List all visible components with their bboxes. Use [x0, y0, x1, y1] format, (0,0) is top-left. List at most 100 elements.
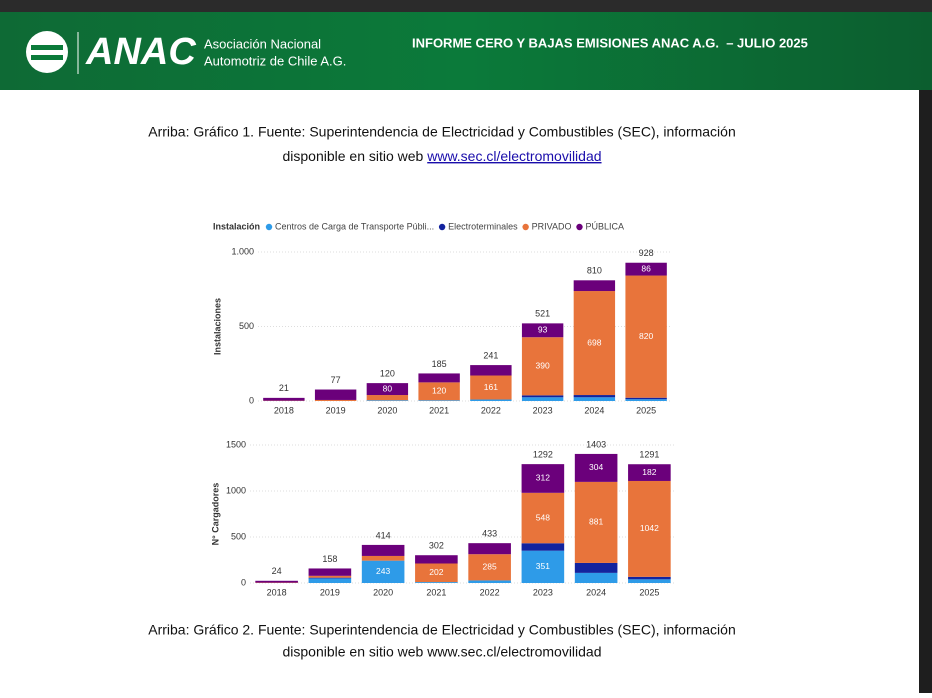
x-tick-label: 2019: [326, 405, 346, 415]
bar-segment: [522, 397, 563, 401]
total-label: 433: [482, 529, 497, 539]
total-label: 810: [587, 266, 602, 276]
bar-segment: [628, 579, 671, 583]
data-label: 881: [589, 517, 603, 527]
right-edge: [919, 90, 932, 693]
bar-segment: [418, 400, 459, 401]
total-label: 302: [429, 541, 444, 551]
data-label: 243: [376, 566, 390, 576]
y-axis-label: Instalaciones: [212, 298, 222, 355]
x-tick-label: 2018: [267, 587, 287, 597]
x-tick-label: 2020: [373, 587, 393, 597]
total-label: 521: [535, 309, 550, 319]
x-tick-label: 2022: [480, 587, 500, 597]
bar-segment: [468, 580, 511, 583]
bar-segment: [415, 555, 458, 563]
caption: Arriba: Gráfico 2. Fuente: Superintenden…: [148, 622, 736, 638]
y-tick-label: 500: [239, 321, 254, 331]
legend-swatch: [439, 224, 445, 230]
data-label: 182: [642, 467, 656, 477]
bar-segment: [255, 581, 298, 583]
caption: Arriba: Gráfico 1. Fuente: Superintenden…: [148, 124, 736, 140]
caption-link[interactable]: www.sec.cl/electromovilidad: [426, 148, 601, 164]
data-label: 93: [538, 325, 548, 335]
data-label: 312: [536, 473, 550, 483]
x-tick-label: 2021: [429, 405, 449, 415]
data-label: 698: [587, 337, 601, 347]
bar-segment: [415, 582, 458, 583]
bar-segment: [315, 400, 356, 401]
data-label: 120: [432, 386, 446, 396]
x-tick-label: 2020: [377, 405, 397, 415]
bar-segment: [574, 397, 615, 401]
bar-segment: [309, 576, 352, 578]
y-tick-label: 1.000: [231, 246, 254, 256]
data-label: 86: [641, 263, 651, 273]
bar-segment: [470, 400, 511, 401]
x-tick-label: 2023: [533, 405, 553, 415]
total-label: 24: [272, 566, 282, 576]
bar-segment: [362, 545, 405, 556]
x-tick-label: 2024: [584, 405, 604, 415]
bar-segment: [574, 395, 615, 397]
x-tick-label: 2025: [639, 587, 659, 597]
x-tick-label: 2025: [636, 405, 656, 415]
total-label: 1291: [639, 450, 659, 460]
data-label: 161: [484, 382, 498, 392]
logo-icon: [26, 31, 68, 73]
x-tick-label: 2024: [586, 587, 606, 597]
data-label: 820: [639, 331, 653, 341]
total-label: 185: [432, 359, 447, 369]
x-tick-label: 2022: [481, 405, 501, 415]
legend-label: PRIVADO: [532, 221, 572, 231]
legend-swatch: [266, 224, 272, 230]
bar-segment: [574, 280, 615, 291]
bar-segment: [470, 365, 511, 375]
bar-segment: [309, 568, 352, 575]
y-axis-label: N° Cargadores: [210, 483, 220, 546]
data-label: 304: [589, 462, 603, 472]
report-title: INFORME CERO Y BAJAS EMISIONES ANAC A.G.…: [412, 35, 808, 50]
logo-icon-stroke: [31, 45, 63, 50]
y-tick-label: 0: [241, 577, 246, 587]
total-label: 414: [376, 530, 391, 540]
bar-segment: [263, 398, 304, 401]
caption: disponible en sitio web www.sec.cl/elect…: [282, 148, 601, 164]
bar-segment: [625, 398, 666, 399]
top-strip: [0, 0, 932, 12]
bar-segment: [367, 400, 408, 401]
logo-icon-stroke: [31, 55, 63, 60]
bar-segment: [522, 543, 565, 550]
bar-segment: [575, 573, 618, 583]
bar-segment: [309, 578, 352, 583]
org-name: Automotriz de Chile A.G.: [204, 53, 346, 68]
total-label: 928: [639, 248, 654, 258]
total-label: 77: [331, 375, 341, 385]
bar-segment: [468, 543, 511, 554]
legend-label: Centros de Carga de Transporte Públi...: [275, 221, 434, 231]
total-label: 21: [279, 383, 289, 393]
data-label: 285: [483, 562, 497, 572]
y-tick-label: 1000: [226, 485, 246, 495]
bar-segment: [418, 373, 459, 382]
data-label: 202: [429, 567, 443, 577]
bar-segment: [315, 390, 356, 400]
x-tick-label: 2018: [274, 405, 294, 415]
caption: disponible en sitio web www.sec.cl/elect…: [282, 644, 601, 660]
y-tick-label: 500: [231, 531, 246, 541]
legend-swatch: [522, 224, 528, 230]
legend-label: Electroterminales: [448, 221, 518, 231]
caption-text: disponible en sitio web: [282, 148, 427, 164]
bar-segment: [367, 395, 408, 400]
total-label: 1403: [586, 439, 606, 449]
org-name: Asociación Nacional: [204, 36, 321, 51]
data-label: 1042: [640, 523, 659, 533]
x-tick-label: 2019: [320, 587, 340, 597]
bar-segment: [522, 395, 563, 397]
legend-label: PÚBLICA: [585, 221, 624, 231]
y-tick-label: 0: [249, 395, 254, 405]
logo-text: ANAC: [85, 31, 196, 73]
bar-segment: [628, 577, 671, 579]
total-label: 1292: [533, 450, 553, 460]
data-label: 80: [383, 383, 393, 393]
